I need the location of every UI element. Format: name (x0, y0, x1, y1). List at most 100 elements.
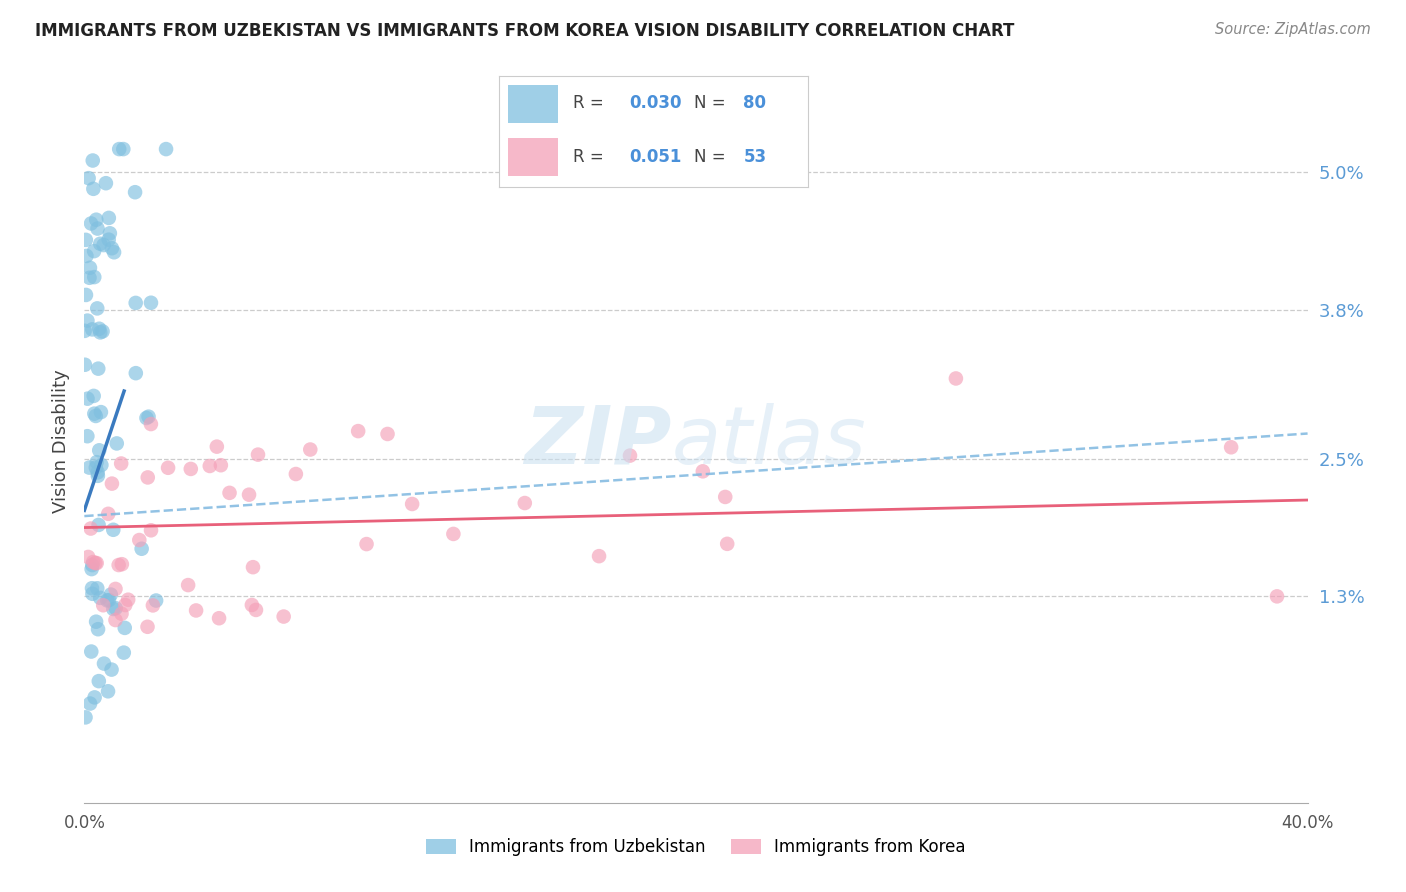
Legend: Immigrants from Uzbekistan, Immigrants from Korea: Immigrants from Uzbekistan, Immigrants f… (426, 838, 966, 856)
Point (86, 301, 108, 316)
Point (91, 599, 114, 613)
Point (105, 436, 128, 450)
Point (83, 690, 105, 705)
Point (139, 523, 162, 537)
Text: R =: R = (574, 148, 609, 166)
Point (103, 523, 125, 537)
Point (90, 458, 112, 472)
Point (86, 221, 108, 235)
Point (112, 142, 135, 156)
Text: 80: 80 (744, 95, 766, 112)
Point (218, 486, 240, 500)
Point (138, 409, 160, 424)
Point (145, 593, 167, 607)
Point (125, 296, 148, 310)
Point (112, 646, 135, 660)
Point (117, 592, 139, 607)
Point (75, 710, 97, 724)
Point (177, 578, 200, 592)
Point (97, 593, 120, 607)
Point (111, 557, 134, 571)
Point (87, 517, 110, 532)
Point (89, 322, 111, 336)
Point (73, 358, 96, 372)
Point (83, 389, 105, 403)
Point (100, 588, 122, 602)
Point (103, 245, 125, 260)
Point (377, 427, 399, 442)
Point (93, 657, 115, 671)
Point (945, 371, 967, 385)
Point (86, 455, 108, 469)
Point (77, 460, 100, 475)
Point (347, 424, 370, 438)
Point (86, 466, 108, 480)
Point (114, 598, 136, 612)
Point (82, 182, 104, 196)
Point (89, 443, 111, 458)
Point (139, 417, 162, 431)
Point (87, 674, 110, 689)
Point (100, 663, 122, 677)
Point (93, 238, 115, 252)
Point (198, 458, 221, 473)
Point (75, 288, 97, 302)
Point (205, 440, 228, 454)
Text: N =: N = (695, 95, 731, 112)
Point (84, 212, 107, 227)
Y-axis label: Vision Disability: Vision Disability (52, 369, 70, 514)
Point (692, 464, 714, 478)
Point (247, 448, 270, 462)
Point (108, 142, 131, 156)
Text: N =: N = (695, 148, 731, 166)
Point (84, 615, 107, 629)
Point (82, 558, 104, 572)
Point (107, 558, 129, 572)
Point (155, 142, 177, 156)
Point (87, 361, 110, 376)
Point (136, 620, 159, 634)
Point (89, 236, 111, 251)
Text: IMMIGRANTS FROM UZBEKISTAN VS IMMIGRANTS FROM KOREA VISION DISABILITY CORRELATIO: IMMIGRANTS FROM UZBEKISTAN VS IMMIGRANTS… (35, 22, 1015, 40)
Point (180, 462, 202, 476)
Point (91, 325, 114, 339)
Point (94, 176, 117, 190)
Text: Source: ZipAtlas.com: Source: ZipAtlas.com (1215, 22, 1371, 37)
Point (82, 555, 104, 569)
Point (80, 644, 103, 658)
Point (75, 233, 97, 247)
Text: atlas: atlas (672, 402, 866, 481)
Point (89, 591, 111, 605)
Point (79, 270, 101, 285)
Point (76, 392, 98, 406)
Point (98, 227, 121, 241)
Point (441, 527, 464, 541)
Point (97, 684, 120, 698)
Point (716, 537, 738, 551)
Point (75, 249, 97, 263)
Point (97, 507, 120, 521)
Point (89, 326, 111, 340)
Point (80, 581, 103, 595)
Point (101, 476, 124, 491)
Point (139, 295, 162, 310)
Point (114, 621, 136, 635)
Point (79, 260, 101, 275)
Point (135, 411, 157, 425)
Point (238, 488, 260, 502)
Point (184, 603, 207, 617)
Point (83, 244, 105, 259)
Point (104, 601, 127, 615)
Point (82, 322, 104, 336)
Point (157, 460, 180, 475)
Bar (509, 138, 558, 177)
Point (97, 233, 120, 247)
Point (82, 153, 104, 168)
Point (97, 211, 120, 225)
Point (83, 270, 105, 285)
Point (714, 490, 737, 504)
Point (284, 467, 307, 481)
Point (76, 429, 98, 443)
Bar (509, 85, 558, 122)
Point (1265, 590, 1288, 604)
